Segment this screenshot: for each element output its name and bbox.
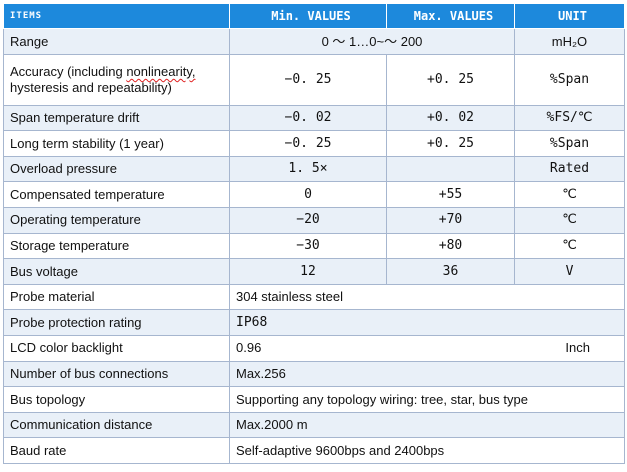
row-item: Long term stability (1 year) [3, 130, 230, 157]
row-item: Span temperature drift [3, 104, 230, 132]
row-max: +0. 25 [386, 130, 515, 157]
table-row: Probe material 304 stainless steel [3, 283, 625, 311]
row-item: Accuracy (including nonlinearity, hystere… [3, 53, 230, 106]
header-items: ITEMS [3, 3, 230, 29]
row-unit: V [514, 258, 625, 285]
spec-table: ITEMS Min. VALUES Max. VALUES UNIT Range… [3, 3, 625, 464]
header-min-values: Min. VALUES [229, 3, 387, 29]
table-row: Operating temperature −20 +70 ℃ [3, 206, 625, 234]
table-row: Communication distance Max.2000 m [3, 411, 625, 439]
table-row: Compensated temperature 0 +55 ℃ [3, 181, 625, 208]
row-unit: %Span [514, 130, 625, 157]
row-item: Overload pressure [3, 155, 230, 183]
row-max: +0. 25 [386, 53, 515, 106]
row-unit: mH₂O [514, 28, 625, 55]
row-item: Number of bus connections [3, 360, 230, 388]
table-row: LCD color backlight 0.96 Inch [3, 334, 625, 362]
row-item: Communication distance [3, 411, 230, 439]
row-value: Supporting any topology wiring: tree, st… [229, 386, 625, 413]
row-value: 304 stainless steel [229, 283, 625, 311]
row-unit: ℃ [514, 206, 625, 234]
row-item: Bus voltage [3, 258, 230, 285]
row-item: Baud rate [3, 437, 230, 464]
table-row: Bus voltage 12 36 V [3, 258, 625, 285]
row-min: 1. 5× [229, 155, 387, 183]
row-max: +0. 02 [386, 104, 515, 132]
table-row: Long term stability (1 year) −0. 25 +0. … [3, 130, 625, 157]
backlight-size: 0.96 [236, 340, 262, 356]
row-min: −20 [229, 206, 387, 234]
row-item: Compensated temperature [3, 181, 230, 208]
row-value: 0.96 Inch [229, 334, 625, 362]
row-unit: %Span [514, 53, 625, 106]
table-row: Bus topology Supporting any topology wir… [3, 386, 625, 413]
backlight-unit: Inch [565, 340, 590, 356]
row-min: 0 [229, 181, 387, 208]
row-min: 12 [229, 258, 387, 285]
table-row: Span temperature drift −0. 02 +0. 02 %FS… [3, 104, 625, 132]
table-row: Overload pressure 1. 5× Rated [3, 155, 625, 183]
row-value: Max.256 [229, 360, 625, 388]
row-max: +70 [386, 206, 515, 234]
row-min: −0. 25 [229, 130, 387, 157]
table-row: Range 0 ～ 1…0~～ 200 mH₂O [3, 28, 625, 55]
row-value: Max.2000 m [229, 411, 625, 439]
row-min: −0. 02 [229, 104, 387, 132]
row-item: Bus topology [3, 386, 230, 413]
row-unit: ℃ [514, 232, 625, 260]
row-max: +80 [386, 232, 515, 260]
table-row: Storage temperature −30 +80 ℃ [3, 232, 625, 260]
header-max-values: Max. VALUES [386, 3, 515, 29]
table-row: Number of bus connections Max.256 [3, 360, 625, 388]
row-unit: Rated [514, 155, 625, 183]
row-item: Operating temperature [3, 206, 230, 234]
row-min: −30 [229, 232, 387, 260]
table-header-row: ITEMS Min. VALUES Max. VALUES UNIT [3, 3, 625, 29]
row-item-part: hysteresis and repeatability) [10, 79, 172, 95]
row-unit: ℃ [514, 181, 625, 208]
row-value: Self-adaptive 9600bps and 2400bps [229, 437, 625, 464]
row-value: IP68 [229, 309, 625, 336]
row-item: Probe protection rating [3, 309, 230, 336]
row-unit: %FS/℃ [514, 104, 625, 132]
row-item: Storage temperature [3, 232, 230, 260]
header-unit: UNIT [514, 3, 625, 29]
table-row: Baud rate Self-adaptive 9600bps and 2400… [3, 437, 625, 464]
row-max: 36 [386, 258, 515, 285]
row-item-part: Accuracy (including [10, 64, 127, 79]
table-row: Probe protection rating IP68 [3, 309, 625, 336]
row-max [386, 155, 515, 183]
spellcheck-word: nonlinearity, [126, 64, 196, 79]
row-item: Range [3, 28, 230, 55]
row-item: LCD color backlight [3, 334, 230, 362]
row-max: +55 [386, 181, 515, 208]
row-min: −0. 25 [229, 53, 387, 106]
row-item: Probe material [3, 283, 230, 311]
table-row: Accuracy (including nonlinearity, hystere… [3, 53, 625, 106]
row-range-value: 0 ～ 1…0~～ 200 [229, 28, 515, 55]
